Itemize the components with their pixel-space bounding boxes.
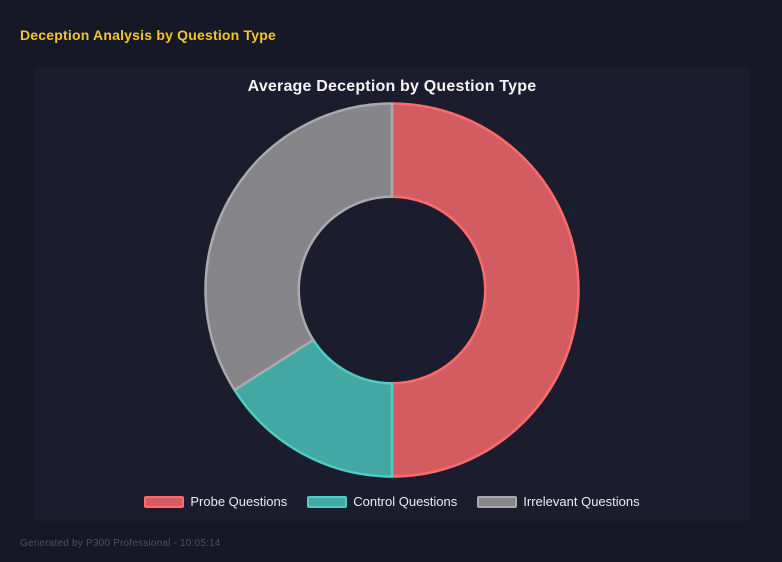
legend-label-probe-questions: Probe Questions xyxy=(190,494,288,509)
donut-segment-control-questions[interactable] xyxy=(233,338,394,478)
footer-text: Generated by P300 Professional - 10:05:1… xyxy=(20,538,221,549)
legend-item-control-questions[interactable]: Control Questions xyxy=(307,494,457,509)
legend-swatch-control-questions xyxy=(307,495,348,508)
chart-legend: Probe Questions Control Questions Irrele… xyxy=(33,494,751,509)
donut-segment-probe-questions[interactable] xyxy=(390,102,580,478)
legend-item-irrelevant-questions[interactable]: Irrelevant Questions xyxy=(477,494,640,509)
donut-segment-irrelevant-questions[interactable] xyxy=(204,102,394,392)
legend-label-control-questions: Control Questions xyxy=(353,494,458,509)
legend-swatch-irrelevant-questions xyxy=(477,495,518,508)
donut-chart[interactable] xyxy=(203,101,581,479)
legend-swatch-probe-questions xyxy=(144,495,185,508)
chart-title: Average Deception by Question Type xyxy=(247,78,537,95)
chart-panel: Average Deception by Question Type Probe… xyxy=(33,67,751,521)
page-title: Deception Analysis by Question Type xyxy=(20,27,276,43)
legend-label-irrelevant-questions: Irrelevant Questions xyxy=(523,494,640,509)
legend-item-probe-questions[interactable]: Probe Questions xyxy=(144,494,287,509)
